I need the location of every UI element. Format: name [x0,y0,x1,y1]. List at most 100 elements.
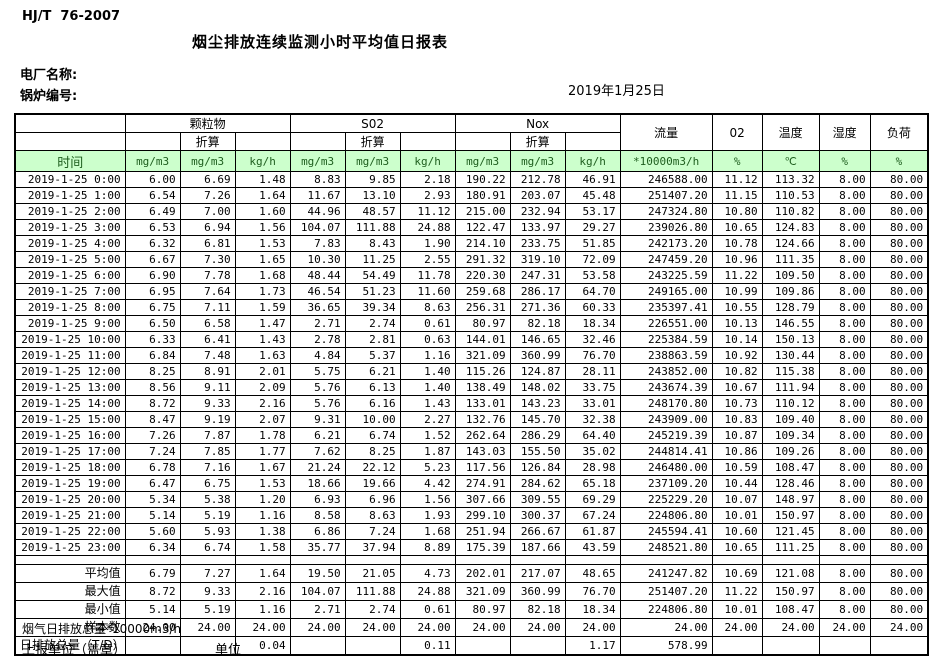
value-cell: 8.91 [179,363,236,380]
table-row: 2019-1-25 15:00 8.47 9.19 2.07 9.31 10.00 2.27… [14,411,929,428]
value-cell: 6.75 [179,475,236,492]
unit-label: 单位 [215,643,242,658]
time-cell: 2019-1-25 3:00 [14,219,126,236]
value-cell: 6.53 [124,219,181,236]
value-cell: 133.97 [509,219,566,236]
value-cell: 5.76 [289,395,346,412]
value-cell: 80.00 [869,299,929,316]
value-cell: 0.11 [399,636,456,656]
table-row: 2019-1-25 3:00 6.53 6.94 1.56 104.07 111.88 24… [14,219,929,236]
value-cell: 0.61 [399,315,456,332]
value-cell [454,636,511,656]
value-cell: 24.00 [124,618,181,637]
unit-cell: kg/h [399,150,456,172]
value-cell: 64.70 [564,283,621,300]
value-cell: 108.47 [761,600,820,619]
value-cell: 6.58 [179,315,236,332]
value-cell: 8.00 [818,299,871,316]
value-cell [761,636,820,656]
value-cell: 8.58 [289,507,346,524]
summary-label-cell: 平均值 [14,564,126,583]
value-cell: 24.00 [509,618,566,637]
value-cell: 148.02 [509,379,566,396]
value-cell: 80.97 [454,315,511,332]
value-cell: 8.00 [818,363,871,380]
value-cell: 24.00 [179,618,236,637]
value-cell: 24.00 [564,618,621,637]
value-cell: 128.46 [761,475,820,492]
value-cell: 175.39 [454,539,511,556]
value-cell: 113.32 [761,171,820,188]
so2-group-header: S02 [289,113,456,133]
value-cell: 6.21 [344,363,401,380]
value-cell: 11.22 [711,582,763,601]
value-cell: 243225.59 [619,267,713,284]
value-cell: 1.63 [234,347,291,364]
value-cell: 244814.41 [619,443,713,460]
nox-group-header: Nox [454,113,621,133]
value-cell: 8.00 [818,203,871,220]
value-cell: 48.44 [289,267,346,284]
value-cell: 2.01 [234,363,291,380]
value-cell: 1.68 [234,267,291,284]
value-cell: 360.99 [509,582,566,601]
value-cell: 5.37 [344,347,401,364]
value-cell: 24.00 [711,618,763,637]
table-row: 2019-1-25 11:00 6.84 7.48 1.63 4.84 5.37 1.16 3… [14,347,929,364]
subheader-row: 折算 折算 折算 [14,132,928,151]
value-cell: 1.56 [234,219,291,236]
value-cell: 251.94 [454,523,511,540]
value-cell: 1.59 [234,299,291,316]
value-cell: 1.77 [234,443,291,460]
value-cell: 143.03 [454,443,511,460]
value-cell: 251407.20 [619,582,713,601]
value-cell: 0.04 [234,636,291,656]
value-cell: 124.87 [509,363,566,380]
value-cell: 299.10 [454,507,511,524]
value-cell: 224806.80 [619,507,713,524]
value-cell: 9.19 [179,411,236,428]
value-cell: 1.53 [234,235,291,252]
value-cell: 143.23 [509,395,566,412]
data-rows: 2019-1-25 0:00 6.00 6.69 1.48 8.83 9.85 2.18 19… [14,171,929,556]
value-cell: 10.83 [711,411,763,428]
value-cell [711,636,763,656]
value-cell: 80.00 [869,235,929,252]
blank-cell [818,555,871,565]
time-cell: 2019-1-25 5:00 [14,251,126,268]
value-cell: 8.00 [818,187,871,204]
value-cell: 1.16 [399,347,456,364]
time-cell: 2019-1-25 20:00 [14,491,126,508]
value-cell: 80.00 [869,600,929,619]
value-cell: 8.43 [344,235,401,252]
blank-cell [454,555,511,565]
value-cell: 6.41 [179,331,236,348]
value-cell: 5.93 [179,523,236,540]
value-cell: 10.82 [711,363,763,380]
value-cell: 7.83 [289,235,346,252]
value-cell: 226551.00 [619,315,713,332]
value-cell: 80.00 [869,347,929,364]
value-cell: 80.00 [869,564,929,583]
value-cell: 80.00 [869,523,929,540]
time-cell: 2019-1-25 9:00 [14,315,126,332]
value-cell: 8.47 [124,411,181,428]
value-cell: 8.00 [818,379,871,396]
value-cell: 35.02 [564,443,621,460]
value-cell: 80.00 [869,459,929,476]
nox-converted-header: 折算 [509,132,566,151]
value-cell: 307.66 [454,491,511,508]
value-cell: 80.00 [869,443,929,460]
value-cell: 271.36 [509,299,566,316]
blank-cell [761,555,820,565]
value-cell: 104.07 [289,219,346,236]
unit-cell: mg/m3 [289,150,346,172]
value-cell: 130.44 [761,347,820,364]
value-cell: 39.34 [344,299,401,316]
time-cell: 2019-1-25 7:00 [14,283,126,300]
time-cell: 2019-1-25 1:00 [14,187,126,204]
value-cell: 109.86 [761,283,820,300]
value-cell: 24.88 [399,219,456,236]
value-cell: 1.43 [399,395,456,412]
value-cell: 6.32 [124,235,181,252]
